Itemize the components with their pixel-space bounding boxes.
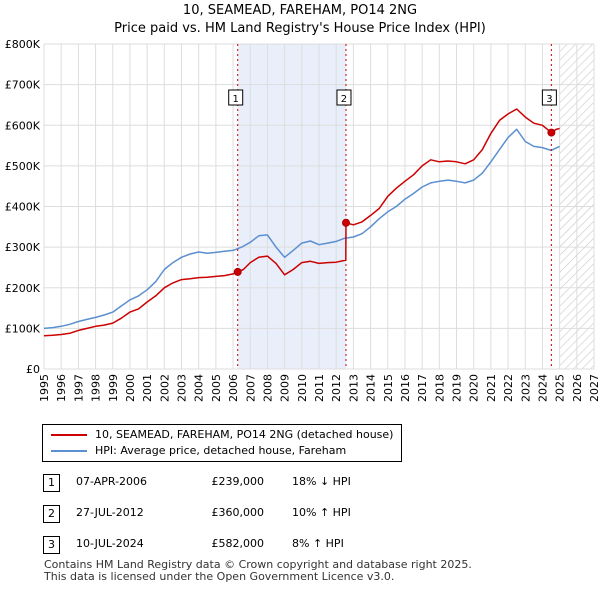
- x-tick-label: 2010: [296, 374, 309, 402]
- y-tick-label: £800K: [5, 38, 41, 51]
- x-tick-label: 2002: [158, 374, 171, 402]
- x-tick-label: 2003: [176, 374, 189, 402]
- y-tick-label: £400K: [5, 201, 41, 214]
- x-tick-label: 2008: [261, 374, 274, 402]
- marker-3-box: [541, 89, 557, 106]
- marker-2-label: 2: [341, 94, 347, 105]
- table-row: 3 10-JUL-2024 £582,000 8% ↑ HPI: [0, 536, 600, 556]
- transaction-price: £239,000: [211, 475, 265, 488]
- x-tick-label: 2006: [227, 374, 240, 402]
- marker-1-box: [228, 89, 244, 106]
- marker-3-point: [547, 128, 556, 137]
- marker-3-label: 3: [546, 94, 552, 105]
- table-row: 2 27-JUL-2012 £360,000 10% ↑ HPI: [0, 505, 600, 525]
- legend-label-hpi: HPI: Average price, detached house, Fare…: [95, 444, 347, 457]
- y-tick-label: £100K: [5, 322, 41, 335]
- x-tick-label: 1996: [55, 374, 68, 402]
- x-tick-label: 2009: [279, 374, 292, 402]
- y-tick-label: £500K: [5, 160, 41, 173]
- y-tick-label: £700K: [5, 79, 41, 92]
- x-tick-label: 2025: [554, 374, 567, 402]
- x-tick-label: 2004: [193, 374, 206, 402]
- footer-license: This data is licensed under the Open Gov…: [44, 570, 395, 583]
- x-tick-label: 2023: [519, 374, 532, 402]
- x-tick-label: 2018: [433, 374, 446, 402]
- transaction-hpi-diff: 8% ↑ HPI: [292, 537, 344, 550]
- legend-label-property: 10, SEAMEAD, FAREHAM, PO14 2NG (detached…: [95, 428, 394, 441]
- marker-2-box: [336, 89, 352, 106]
- x-tick-label: 1999: [107, 374, 120, 402]
- transaction-number: 2: [43, 505, 60, 523]
- y-tick-label: £200K: [5, 282, 41, 295]
- transaction-date: 27-JUL-2012: [76, 506, 144, 519]
- x-tick-label: 2024: [536, 374, 549, 402]
- x-tick-label: 2014: [365, 374, 378, 402]
- transaction-hpi-diff: 10% ↑ HPI: [292, 506, 351, 519]
- footer-copyright: Contains HM Land Registry data © Crown c…: [44, 558, 472, 571]
- x-tick-label: 2015: [382, 374, 395, 402]
- marker-1-label: 1: [233, 94, 239, 105]
- x-tick-label: 2020: [468, 374, 481, 402]
- x-tick-label: 2013: [347, 374, 360, 402]
- transaction-price: £582,000: [211, 537, 265, 550]
- hpi-line: [43, 128, 560, 330]
- y-tick-label: £600K: [5, 119, 41, 132]
- transaction-number: 3: [43, 536, 60, 554]
- x-tick-label: 2026: [571, 374, 584, 402]
- x-tick-label: 2022: [502, 374, 515, 402]
- legend-swatch-hpi: [51, 450, 87, 452]
- legend-item-hpi: HPI: Average price, detached house, Fare…: [51, 443, 346, 459]
- transaction-number: 1: [43, 474, 60, 492]
- chart-legend: 10, SEAMEAD, FAREHAM, PO14 2NG (detached…: [42, 424, 402, 462]
- price-chart: 1 2 3 £0 £100K £200K £300K £400K £500K £600K £700…: [5, 38, 600, 402]
- footer-notice: Contains HM Land Registry data © Crown c…: [44, 559, 472, 583]
- marker-1-point: [233, 267, 242, 276]
- transaction-price: £360,000: [211, 506, 265, 519]
- legend-swatch-property: [51, 434, 87, 436]
- x-tick-label: 2011: [313, 374, 326, 402]
- transaction-date: 07-APR-2006: [76, 475, 148, 488]
- transaction-date: 10-JUL-2024: [76, 537, 144, 550]
- x-tick-label: 2007: [244, 374, 257, 402]
- x-tick-label: 1998: [90, 374, 103, 402]
- x-tick-label: 2016: [399, 374, 412, 402]
- chart-title: 10, SEAMEAD, FAREHAM, PO14 2NG: [182, 3, 418, 18]
- property-price-line: [43, 108, 560, 337]
- x-tick-label: 2001: [141, 374, 154, 402]
- x-tick-label: 2027: [588, 374, 600, 402]
- x-tick-label: 2005: [210, 374, 223, 402]
- chart-subtitle: Price paid vs. HM Land Registry's House …: [114, 21, 486, 36]
- x-tick-label: 2021: [485, 374, 498, 402]
- transaction-hpi-diff: 18% ↓ HPI: [292, 475, 351, 488]
- x-tick-label: 2012: [330, 374, 343, 402]
- x-tick-label: 1995: [38, 374, 51, 402]
- y-tick-label: £0: [26, 363, 40, 376]
- x-tick-label: 1997: [72, 374, 85, 402]
- x-tick-label: 2017: [416, 374, 429, 402]
- legend-item-property: 10, SEAMEAD, FAREHAM, PO14 2NG (detached…: [51, 427, 393, 443]
- table-row: 1 07-APR-2006 £239,000 18% ↓ HPI: [0, 474, 600, 494]
- x-tick-label: 2000: [124, 374, 137, 402]
- marker-2-point: [341, 218, 350, 227]
- x-tick-label: 2019: [451, 374, 464, 402]
- y-tick-label: £300K: [5, 241, 41, 254]
